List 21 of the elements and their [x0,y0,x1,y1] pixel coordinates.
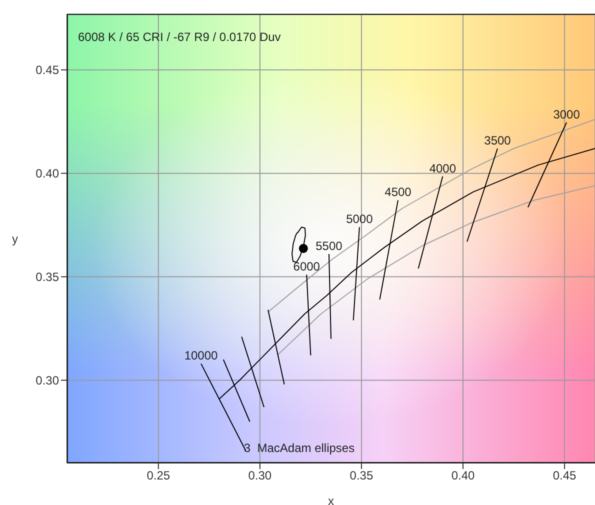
series-label: 3500 [484,133,512,148]
x-tick-label: 0.25 [146,468,170,483]
series-label: 6000 [293,260,320,274]
series-label: 5500 [316,239,343,254]
series-label: 4500 [384,185,412,200]
y-tick-label: 0.45 [36,63,60,78]
series-label: 10000 [184,348,218,363]
x-tick-label: 0.45 [552,468,577,483]
x-tick-label: 0.40 [451,468,475,483]
x-axis-title: x [328,494,334,505]
y-tick-label: 0.40 [36,166,60,181]
annotation: 6008 K / 65 CRI / -67 R9 / 0.0170 Duv [78,30,281,44]
series-label: 4000 [429,161,456,176]
y-tick-label: 0.35 [36,270,60,284]
annotation: 3 MacAdam ellipses [244,441,355,455]
x-tick-label: 0.30 [248,468,272,483]
y-tick-label: 0.30 [36,373,60,388]
series-label: 3000 [553,107,580,122]
x-tick-label: 0.35 [350,468,374,483]
y-axis-title: y [12,232,18,246]
series-label: 5000 [346,212,374,226]
